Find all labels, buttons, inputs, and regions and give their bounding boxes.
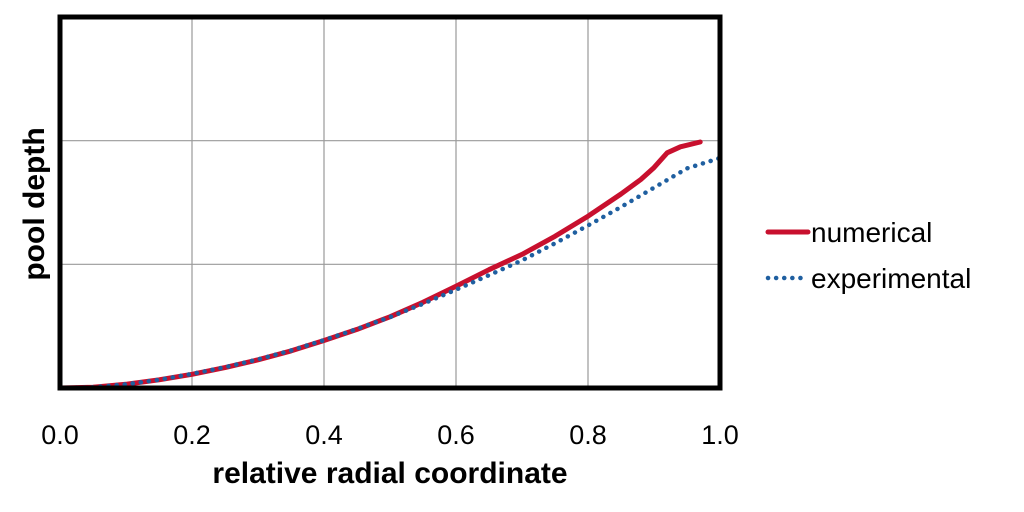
- x-tick-label: 0.2: [173, 420, 211, 450]
- legend: numerical experimental: [765, 217, 971, 294]
- x-tick-labels: 0.0 0.2 0.4 0.6 0.8 1.0: [41, 420, 739, 450]
- y-axis-title: pool depth: [18, 127, 51, 280]
- series-experimental-line: [57, 155, 723, 391]
- series-layer: [57, 139, 723, 391]
- legend-label-experimental: experimental: [811, 263, 971, 294]
- x-tick-label: 0.4: [305, 420, 343, 450]
- x-axis-title: relative radial coordinate: [212, 457, 567, 490]
- plot-frame: [57, 14, 723, 391]
- x-tick-label: 1.0: [701, 420, 739, 450]
- x-tick-label: 0.6: [437, 420, 475, 450]
- x-tick-label: 0.8: [569, 420, 607, 450]
- series-numerical-line: [57, 139, 703, 391]
- legend-label-numerical: numerical: [811, 217, 932, 248]
- grid-lines: [60, 17, 720, 388]
- x-tick-label: 0.0: [41, 420, 79, 450]
